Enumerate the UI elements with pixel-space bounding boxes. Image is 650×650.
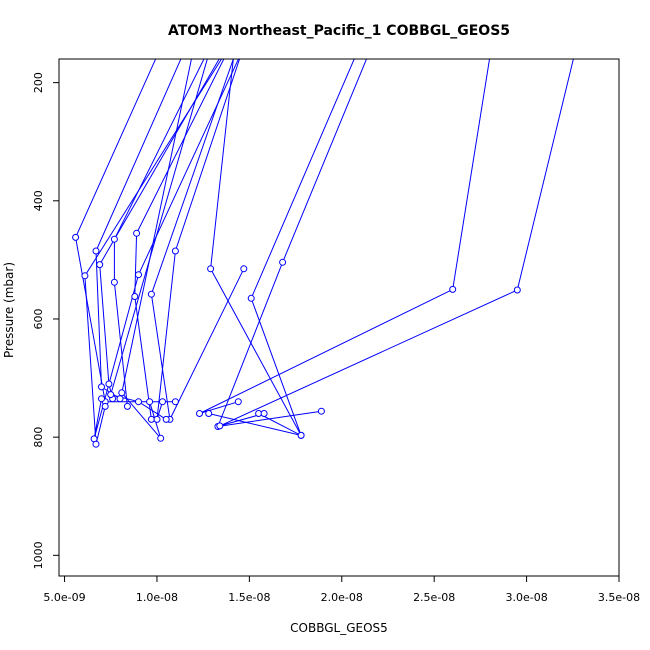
- series-line: [75, 59, 176, 403]
- data-point: [240, 265, 248, 273]
- data-point: [157, 434, 165, 442]
- series-line: [199, 59, 491, 414]
- data-point: [216, 422, 224, 430]
- data-point: [260, 410, 268, 417]
- data-point: [123, 402, 131, 410]
- x-tick-label: 1.5e-08: [228, 591, 270, 604]
- series-line: [84, 59, 223, 445]
- data-point: [317, 407, 325, 415]
- data-point: [153, 415, 161, 423]
- y-tick-label: 1000: [32, 541, 45, 569]
- chart-title: ATOM3 Northeast_Pacific_1 COBBGL_GEOS5: [168, 23, 510, 39]
- y-tick-label: 200: [32, 72, 45, 93]
- y-tick-label: 400: [32, 190, 45, 211]
- data-point: [92, 247, 100, 255]
- data-point: [207, 265, 215, 273]
- data-point: [205, 410, 213, 417]
- plot-frame: [58, 58, 620, 577]
- y-axis: 200 400 600 800 1000: [32, 72, 60, 569]
- data-point: [101, 402, 109, 410]
- data-point: [135, 398, 142, 406]
- x-axis: 5.0e-09 1.0e-08 1.5e-08 2.0e-08 2.5e-08 3.0e-…: [43, 575, 640, 604]
- data-point: [133, 229, 141, 237]
- x-tick-label: 2.0e-08: [321, 591, 363, 604]
- data-point: [131, 293, 139, 300]
- y-tick-label: 600: [32, 308, 45, 329]
- data-point: [107, 391, 115, 399]
- data-point: [118, 389, 126, 397]
- data-point: [162, 415, 170, 423]
- series-layer: [75, 59, 574, 445]
- data-point: [171, 398, 179, 406]
- data-point: [110, 278, 118, 286]
- y-axis-label: Pressure (mbar): [2, 262, 16, 358]
- data-point: [98, 395, 105, 403]
- x-tick-label: 3.0e-08: [505, 591, 547, 604]
- data-point: [110, 235, 118, 243]
- y-tick-label: 800: [32, 427, 45, 448]
- data-point: [116, 395, 124, 403]
- data-point: [196, 410, 203, 417]
- series-line: [134, 59, 225, 420]
- data-point: [171, 247, 179, 255]
- x-tick-label: 5.0e-09: [43, 591, 85, 604]
- data-point: [513, 286, 521, 294]
- data-point: [72, 233, 80, 241]
- data-point: [234, 398, 242, 406]
- x-axis-label: COBBGL_GEOS5: [290, 621, 388, 635]
- x-tick-label: 3.5e-08: [598, 591, 640, 604]
- marker-layer: [72, 229, 521, 448]
- data-point: [146, 398, 154, 406]
- series-line: [219, 59, 574, 427]
- series-line: [113, 59, 205, 407]
- data-point: [92, 440, 100, 448]
- data-point: [147, 290, 155, 298]
- data-point: [449, 285, 457, 293]
- series-line: [150, 59, 245, 422]
- data-point: [81, 272, 89, 280]
- series-line: [121, 59, 192, 439]
- data-point: [159, 398, 166, 406]
- x-tick-label: 2.5e-08: [413, 591, 455, 604]
- series-line: [93, 59, 240, 440]
- data-point: [135, 271, 142, 279]
- series-line: [156, 59, 241, 420]
- series-line: [250, 59, 355, 437]
- series-line: [208, 59, 303, 437]
- data-point: [297, 431, 305, 439]
- x-tick-label: 1.0e-08: [136, 591, 178, 604]
- data-point: [247, 294, 255, 302]
- data-point: [105, 380, 113, 388]
- series-line: [217, 59, 368, 428]
- data-point: [279, 258, 287, 266]
- data-point: [96, 261, 104, 269]
- data-point: [98, 383, 105, 391]
